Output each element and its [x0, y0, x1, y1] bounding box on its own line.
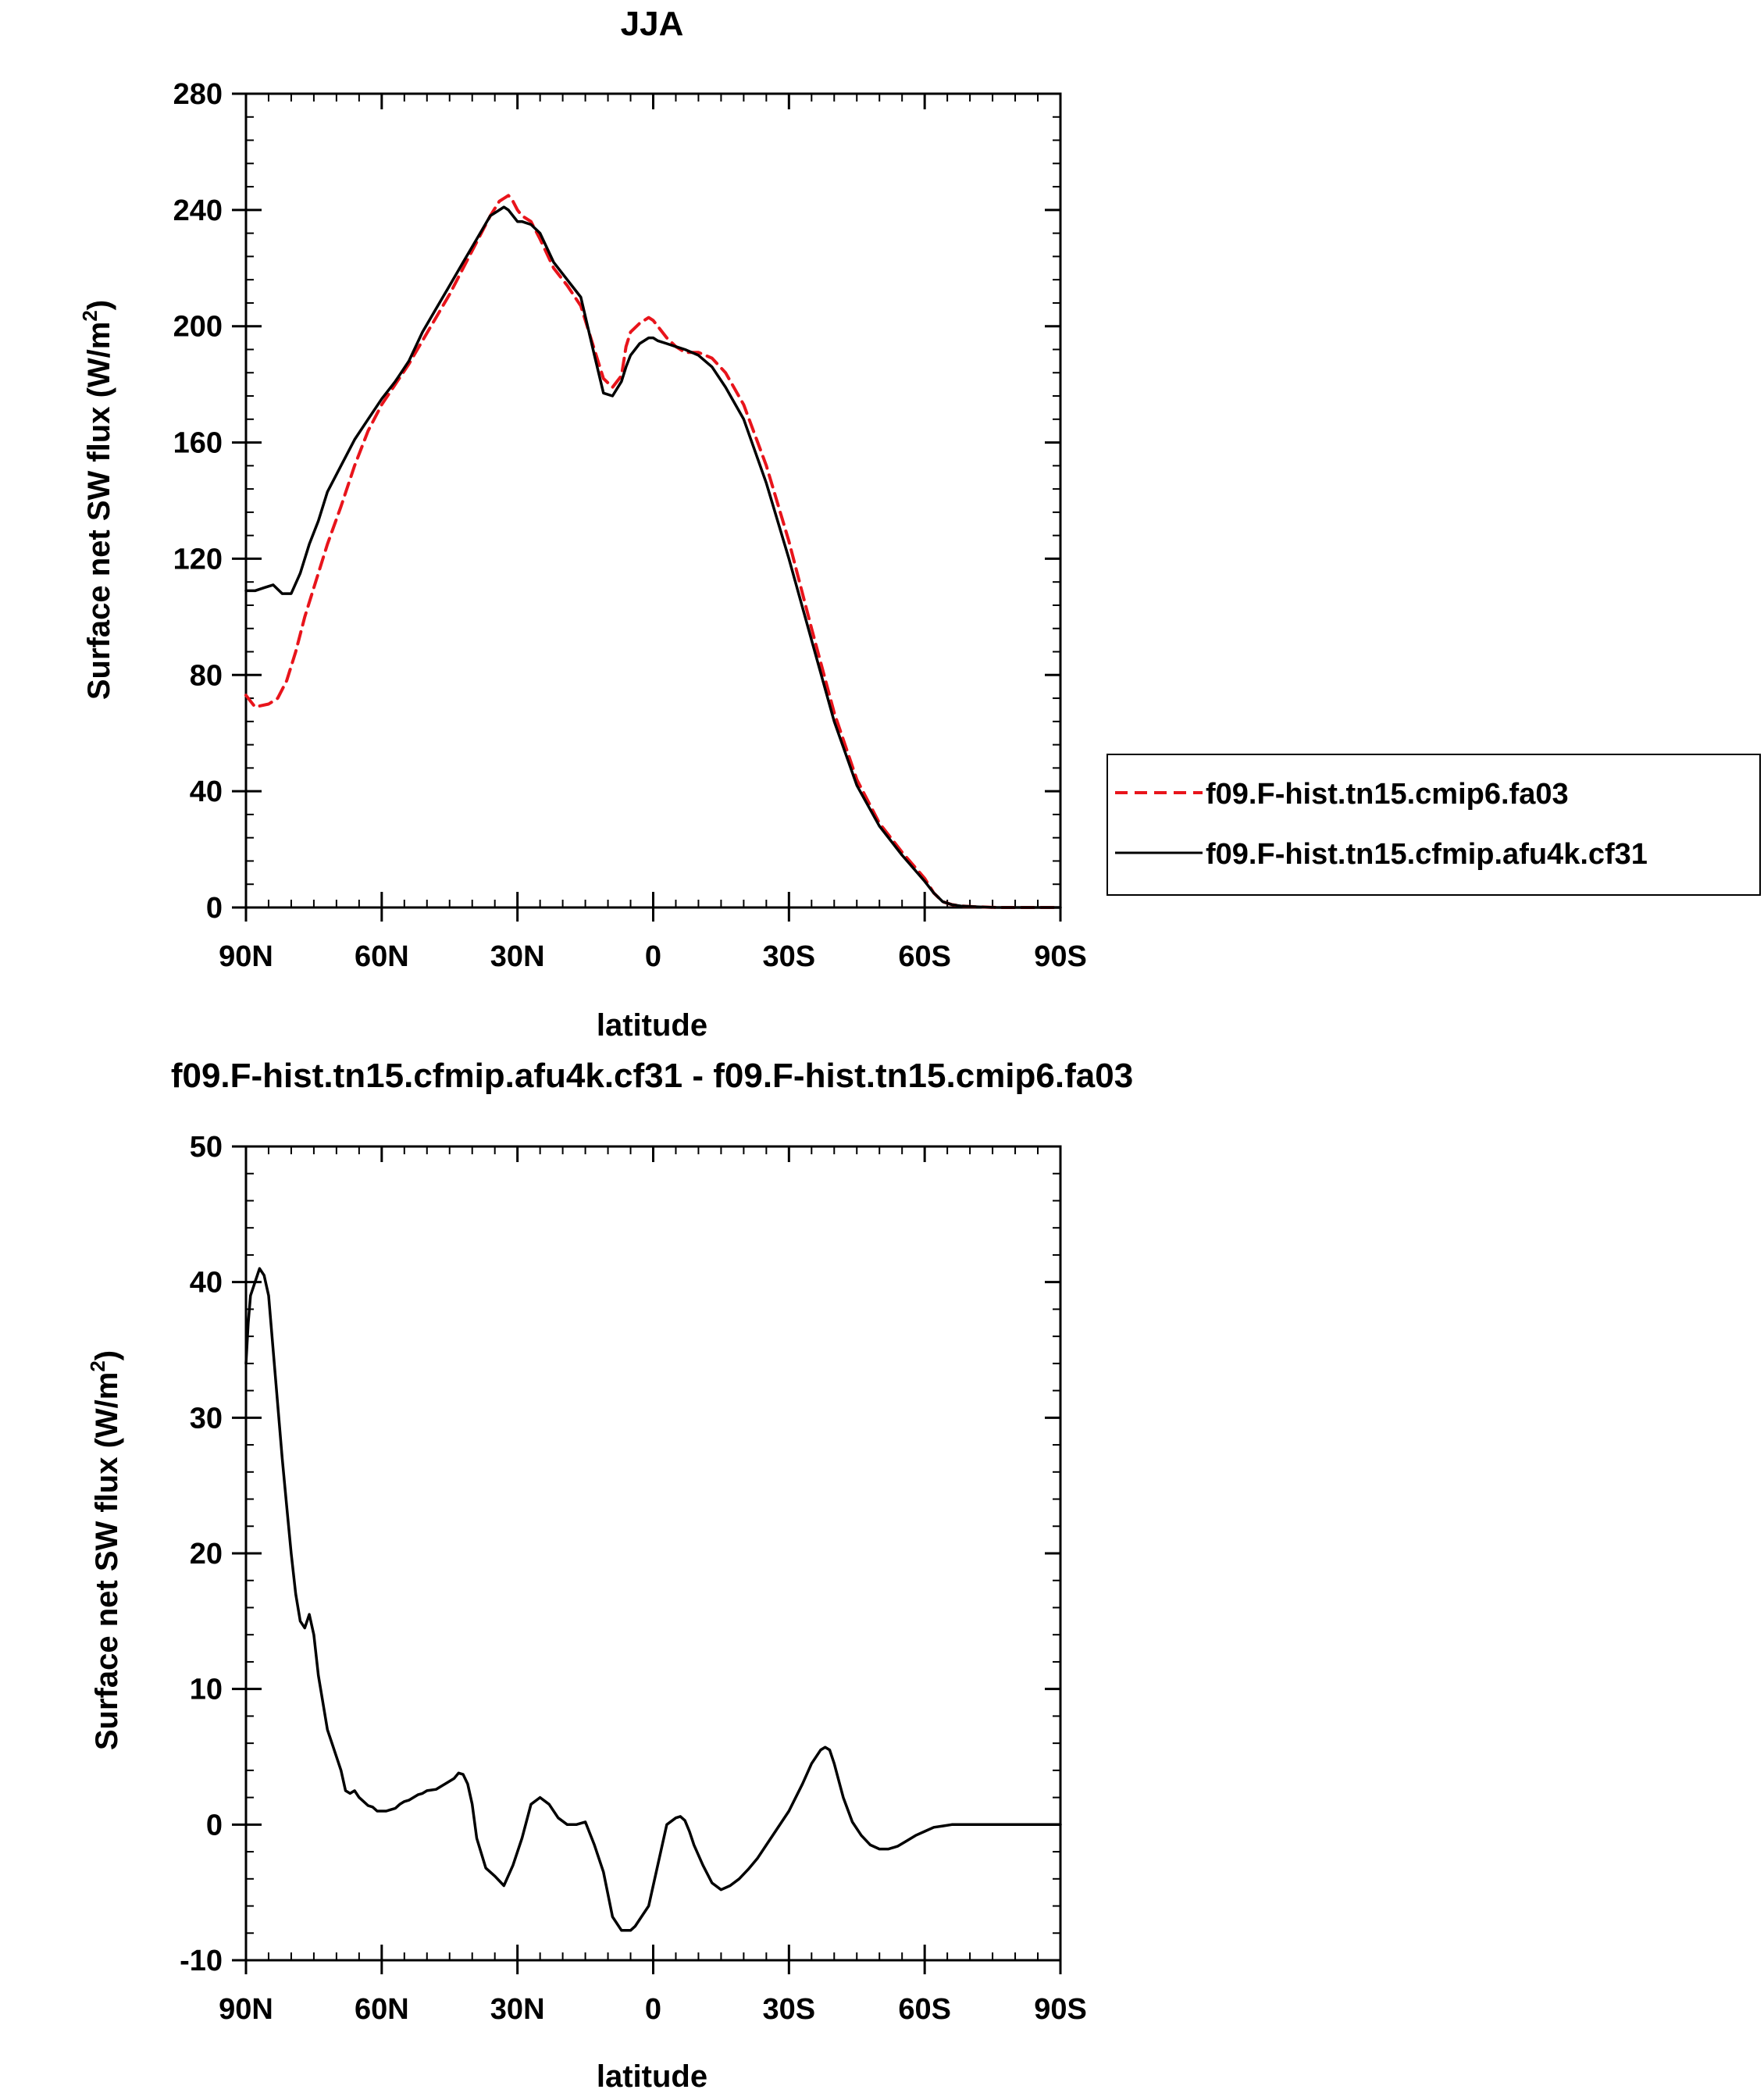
top-y-tick-label: 80 [190, 659, 223, 692]
top-plot-frame [244, 92, 1062, 909]
bottom-y-tick-label: -10 [180, 1945, 223, 1977]
bottom-panel: f09.F-hist.tn15.cfmip.afu4k.cf31 - f09.F… [86, 1057, 1133, 2093]
bottom-y-tick-label: 30 [190, 1402, 223, 1435]
top-series-2-line [244, 205, 1062, 909]
legend-label-series-1: f09.F-hist.tn15.cmip6.fa03 [1206, 778, 1569, 811]
bottom-y-tick-label: 40 [190, 1267, 223, 1300]
top-y-tick-label: 280 [173, 78, 223, 111]
bottom-y-axis-label: Surface net SW flux (W/m2) [86, 1350, 124, 1750]
top-y-tick-label: 40 [190, 776, 223, 808]
top-chart-title: JJA [621, 5, 684, 43]
bottom-x-tick-label: 90N [219, 1993, 273, 2026]
top-x-tick-label: 60S [898, 940, 951, 973]
bottom-y-tick-label: 0 [206, 1809, 223, 1842]
bottom-series-1-line [244, 1267, 1062, 1932]
top-x-tick-label: 0 [645, 940, 661, 973]
bottom-chart-title: f09.F-hist.tn15.cfmip.afu4k.cf31 - f09.F… [171, 1057, 1133, 1095]
top-series-1-line [244, 194, 1062, 909]
top-y-tick-label: 240 [173, 194, 223, 227]
bottom-x-axis-label: latitude [597, 2059, 707, 2093]
bottom-plot-frame [244, 1145, 1062, 1962]
bottom-y-tick-label: 20 [190, 1538, 223, 1571]
top-x-axis-label: latitude [597, 1008, 707, 1043]
legend-label-series-2: f09.F-hist.tn15.cfmip.afu4k.cf31 [1206, 838, 1648, 871]
top-x-tick-label: 30N [490, 940, 545, 973]
legend: f09.F-hist.tn15.cmip6.fa03 f09.F-hist.tn… [1107, 754, 1761, 896]
top-y-axis-label: Surface net SW flux (W/m2) [78, 300, 116, 700]
top-y-tick-label: 160 [173, 427, 223, 460]
top-panel: JJA 90N 60N 30N 0 30S 60S 90S 0 40 80 120 160 200 240… [78, 5, 1087, 1043]
top-x-tick-label: 60N [355, 940, 409, 973]
bottom-x-tick-label: 30S [763, 1993, 816, 2026]
top-x-tick-label: 90S [1034, 940, 1087, 973]
legend-box [1107, 754, 1761, 896]
top-plot-area: 90N 60N 30N 0 30S 60S 90S 0 40 80 120 160 200 240 280 [173, 78, 1087, 973]
bottom-x-tick-label: 30N [490, 1993, 545, 2026]
bottom-x-tick-label: 90S [1034, 1993, 1087, 2026]
top-y-tick-label: 0 [206, 892, 223, 925]
bottom-x-tick-label: 60S [898, 1993, 951, 2026]
bottom-plot-area: 90N 60N 30N 0 30S 60S 90S -10 0 10 20 30 40 50 [180, 1131, 1087, 2026]
bottom-x-tick-label: 0 [645, 1993, 661, 2026]
bottom-x-tick-label: 60N [355, 1993, 409, 2026]
top-x-tick-label: 30S [763, 940, 816, 973]
bottom-y-tick-label: 10 [190, 1674, 223, 1706]
top-x-tick-label: 90N [219, 940, 273, 973]
bottom-y-tick-label: 50 [190, 1131, 223, 1164]
top-y-tick-label: 120 [173, 543, 223, 576]
top-y-tick-label: 200 [173, 311, 223, 344]
